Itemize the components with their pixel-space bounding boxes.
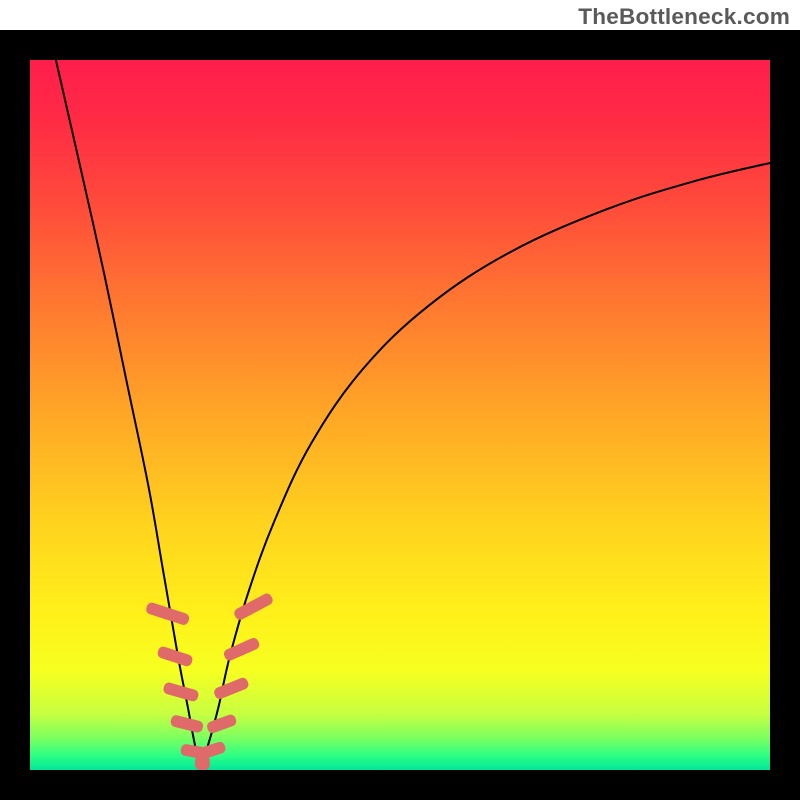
plot-background [30, 60, 770, 770]
watermark-text: TheBottleneck.com [578, 4, 790, 30]
bottleneck-chart-svg [0, 0, 800, 800]
chart-canvas: TheBottleneck.com [0, 0, 800, 800]
